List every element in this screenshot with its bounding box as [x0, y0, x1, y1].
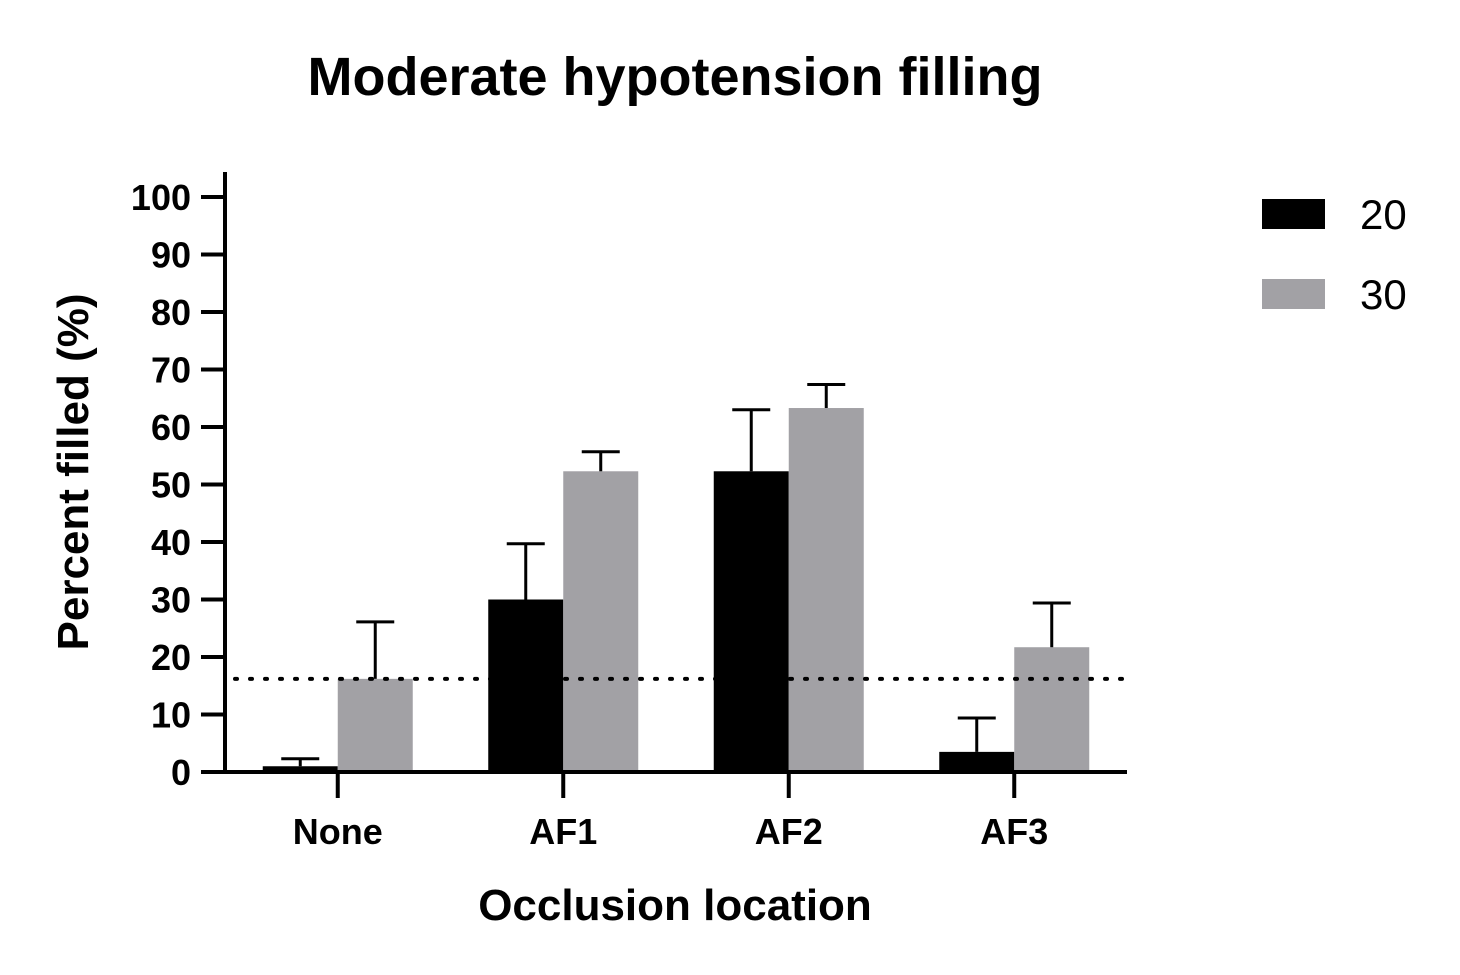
x-tick-label: None — [293, 811, 383, 852]
bar-af3-30 — [1014, 647, 1090, 772]
y-tick-label: 30 — [151, 580, 191, 621]
bar-none-30 — [337, 678, 413, 772]
legend-swatch — [1262, 279, 1325, 309]
legend-label: 30 — [1360, 271, 1407, 318]
y-tick-label: 80 — [151, 292, 191, 333]
y-ticks-group: 0 10 20 30 40 50 60 70 80 90 100 — [131, 177, 225, 793]
y-tick-label: 0 — [171, 752, 191, 793]
chart-title: Moderate hypotension filling — [307, 47, 1042, 107]
x-tick-label: AF3 — [980, 811, 1048, 852]
bars-group — [262, 408, 1090, 772]
y-tick-label: 60 — [151, 407, 191, 448]
x-tick-label: AF1 — [529, 811, 597, 852]
bar-af2-20 — [713, 471, 789, 772]
y-tick-label: 70 — [151, 350, 191, 391]
y-tick-label: 50 — [151, 465, 191, 506]
y-tick-label: 100 — [131, 177, 191, 218]
y-axis-title: Percent filled (%) — [49, 294, 98, 651]
legend-label: 20 — [1360, 191, 1407, 238]
y-tick-label: 40 — [151, 522, 191, 563]
bar-af1-20 — [488, 599, 564, 772]
x-ticks-group: None AF1 AF2 AF3 — [293, 772, 1048, 852]
bar-af1-30 — [563, 471, 639, 772]
y-tick-label: 10 — [151, 695, 191, 736]
x-axis-title: Occlusion location — [478, 881, 872, 930]
y-tick-label: 90 — [151, 235, 191, 276]
bar-af2-30 — [788, 408, 864, 772]
axes-group — [223, 172, 1127, 774]
legend-swatch — [1262, 199, 1325, 229]
y-tick-label: 20 — [151, 637, 191, 678]
bar-none-20 — [262, 766, 338, 772]
x-tick-label: AF2 — [755, 811, 823, 852]
error-bars-group — [281, 382, 1071, 767]
bar-af3-20 — [939, 751, 1015, 772]
